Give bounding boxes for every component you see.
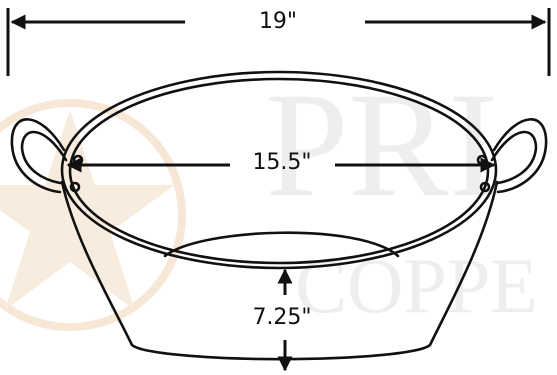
width-label: 19"	[259, 9, 297, 34]
diameter-dimension: 15.5"	[66, 150, 496, 175]
watermark-line1: PRI	[265, 62, 498, 228]
depth-dimension: 7.25"	[252, 268, 312, 372]
watermark-line2: COPPE	[295, 242, 538, 329]
watermark: PRI COPPE	[0, 62, 538, 331]
width-dimension: 19"	[6, 8, 551, 76]
depth-label: 7.25"	[252, 305, 311, 330]
diameter-label: 15.5"	[252, 150, 311, 175]
